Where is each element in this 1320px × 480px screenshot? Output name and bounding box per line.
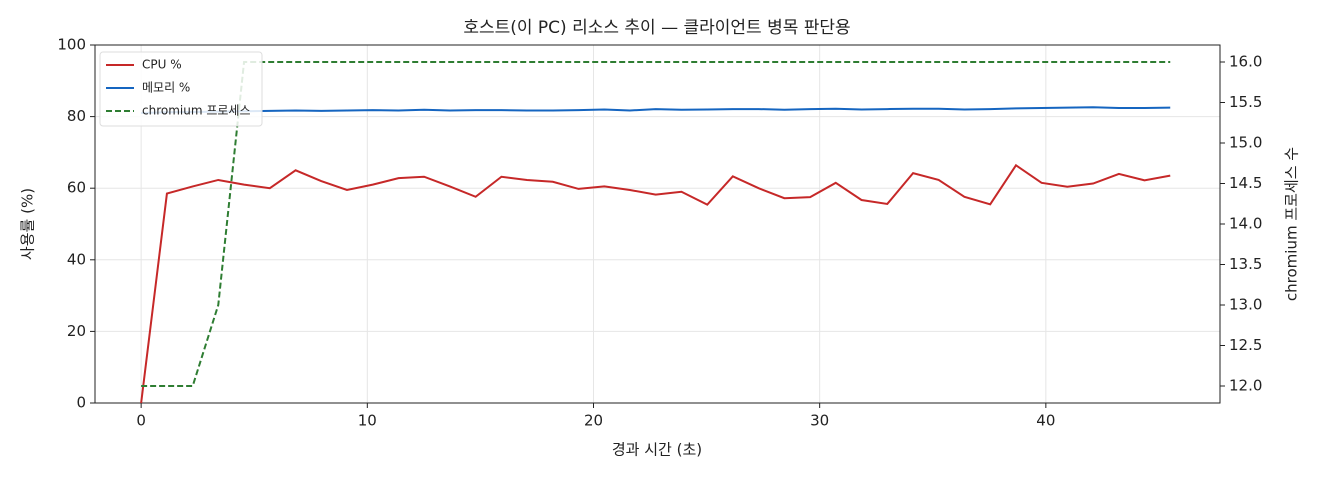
- y2-tick-label: 12.0: [1229, 376, 1262, 394]
- y-tick-label: 60: [67, 179, 86, 197]
- y-tick-label: 0: [76, 394, 86, 412]
- y2-tick-label: 14.0: [1229, 215, 1262, 233]
- y2-tick-label: 14.5: [1229, 174, 1262, 192]
- plot-frame: [94, 44, 1221, 404]
- x-tick-label: 30: [810, 412, 829, 430]
- y2-tick-label: 15.0: [1229, 134, 1262, 152]
- y2-tick-label: 15.5: [1229, 93, 1262, 111]
- series-line: [141, 106, 1171, 115]
- x-tick-label: 20: [584, 412, 603, 430]
- legend-text: CPU %: [142, 58, 182, 72]
- legend: CPU % 메모리 % chromium 프로세스: [99, 51, 263, 127]
- x-tick-label: 40: [1036, 412, 1055, 430]
- series-line: [141, 61, 1171, 387]
- series-line: [140, 163, 1171, 404]
- y-axis-label: 사용률 (%): [19, 188, 37, 260]
- y-tick-label: 40: [67, 250, 86, 268]
- legend-box: [99, 51, 263, 127]
- y2-tick-label: 13.5: [1229, 255, 1262, 273]
- y2-tick-label: 12.5: [1229, 336, 1262, 354]
- chart-title: 호스트(이 PC) 리소스 추이 — 클라이언트 병목 판단용: [463, 18, 850, 38]
- y2-tick-label: 13.0: [1229, 295, 1262, 313]
- x-tick-label: 10: [358, 412, 377, 430]
- x-tick-label: 0: [136, 412, 146, 430]
- y2-axis-label: chromium 프로세스 수: [1283, 147, 1301, 301]
- y-tick-label: 80: [67, 107, 86, 125]
- x-axis-label: 경과 시간 (초): [612, 441, 702, 459]
- y2-tick-label: 16.0: [1229, 53, 1262, 71]
- legend-text: 메모리 %: [142, 81, 190, 95]
- y-tick-label: 20: [67, 322, 86, 340]
- y-tick-label: 100: [57, 36, 86, 54]
- legend-text: chromium 프로세스: [142, 104, 251, 118]
